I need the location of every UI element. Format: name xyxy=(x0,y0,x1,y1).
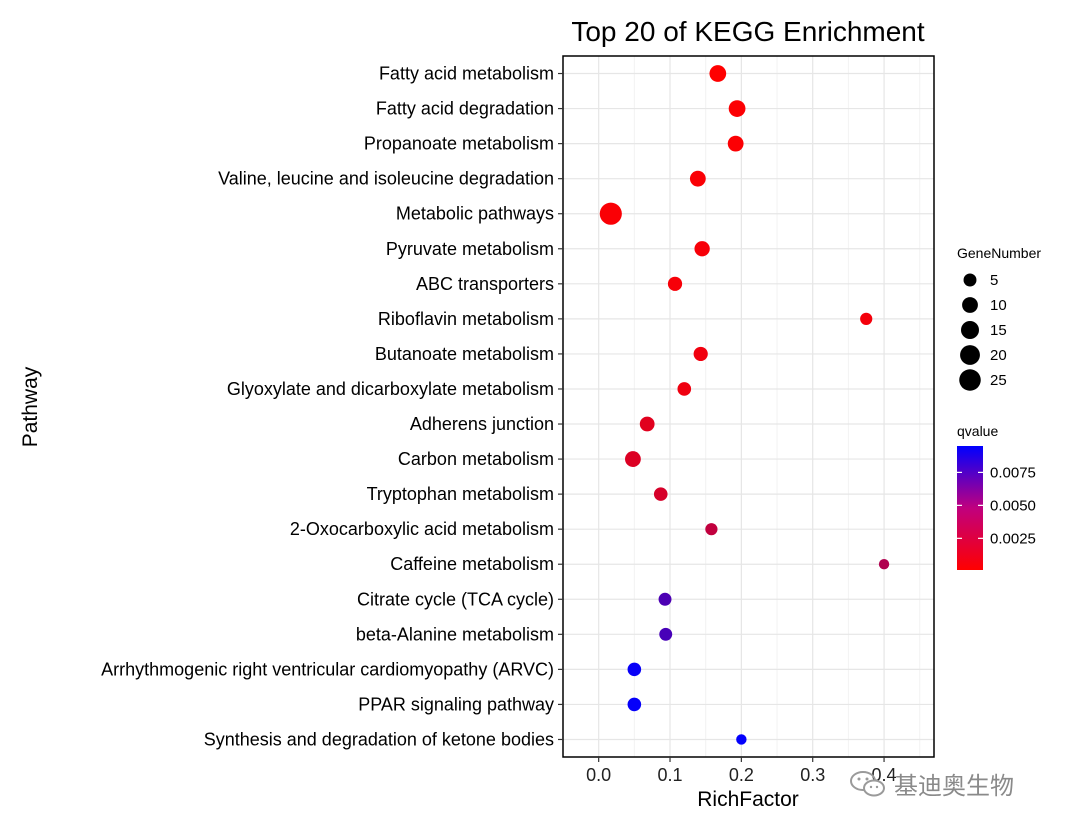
data-point xyxy=(878,559,890,570)
data-point xyxy=(693,346,708,362)
pathway-label: Carbon metabolism xyxy=(398,449,554,469)
pathway-label: Valine, leucine and isoleucine degradati… xyxy=(218,169,554,189)
size-legend-dot xyxy=(960,345,980,365)
size-legend-dot xyxy=(962,297,978,313)
data-point xyxy=(736,734,747,745)
gene-number-legend: GeneNumber 5 10 15 20 25 xyxy=(957,245,1041,391)
pathway-label: Arrhythmogenic right ventricular cardiom… xyxy=(101,659,554,679)
pathway-label: Fatty acid degradation xyxy=(376,99,554,119)
pathway-label: beta-Alanine metabolism xyxy=(356,624,554,644)
size-legend-label: 20 xyxy=(990,347,1007,364)
data-point xyxy=(639,416,655,432)
data-point xyxy=(705,523,718,536)
pathway-label: Pyruvate metabolism xyxy=(386,239,554,259)
gridlines xyxy=(563,56,934,757)
size-legend-dot xyxy=(963,273,977,287)
data-point xyxy=(689,170,706,187)
colorbar-tick-label: 0.0050 xyxy=(990,497,1036,514)
qvalue-colorbar xyxy=(957,446,983,570)
pathway-label: Glyoxylate and dicarboxylate metabolism xyxy=(227,379,554,399)
pathway-labels: Fatty acid metabolism Fatty acid degradat… xyxy=(101,64,563,749)
pathway-label: Adherens junction xyxy=(410,414,554,434)
pathway-label: Caffeine metabolism xyxy=(390,554,554,574)
pathway-label: Synthesis and degradation of ketone bodi… xyxy=(204,729,554,749)
size-legend-dot xyxy=(959,369,981,391)
data-point xyxy=(599,202,622,225)
data-point xyxy=(727,135,744,152)
x-axis-title: RichFactor xyxy=(697,788,799,811)
chart-title: Top 20 of KEGG Enrichment xyxy=(571,16,925,47)
data-point xyxy=(627,697,642,712)
size-legend-dot xyxy=(960,320,980,340)
pathway-label: Butanoate metabolism xyxy=(375,344,554,364)
data-points xyxy=(599,65,890,745)
data-point xyxy=(728,100,746,117)
gene-number-legend-title: GeneNumber xyxy=(957,245,1041,261)
size-legend-label: 15 xyxy=(990,322,1007,339)
data-point xyxy=(659,627,673,641)
data-point xyxy=(625,451,641,467)
data-point xyxy=(694,241,710,257)
colorbar-tick-label: 0.0025 xyxy=(990,530,1036,547)
pathway-label: Fatty acid metabolism xyxy=(379,64,554,84)
data-point xyxy=(627,662,642,677)
x-tick-label: 0.3 xyxy=(800,765,825,785)
data-point xyxy=(677,382,692,396)
data-point xyxy=(860,312,873,325)
x-axis-ticks: 0.0 0.1 0.2 0.3 0.4 xyxy=(586,757,897,785)
x-tick-label: 0.2 xyxy=(729,765,754,785)
qvalue-legend-title: qvalue xyxy=(957,423,998,439)
pathway-label: Propanoate metabolism xyxy=(364,134,554,154)
data-point xyxy=(667,276,683,291)
colorbar-tick-label: 0.0075 xyxy=(990,464,1036,481)
pathway-label: ABC transporters xyxy=(416,274,554,294)
pathway-label: Citrate cycle (TCA cycle) xyxy=(357,589,554,609)
y-axis-title: Pathway xyxy=(19,366,42,447)
size-legend-label: 5 xyxy=(990,272,998,289)
watermark: 基迪奥生物 xyxy=(848,766,1014,801)
x-tick-label: 0.0 xyxy=(586,765,611,785)
wechat-logo-icon xyxy=(850,770,885,796)
size-legend-label: 25 xyxy=(990,372,1007,389)
pathway-label: PPAR signaling pathway xyxy=(358,694,554,714)
qvalue-legend: qvalue 0.0025 0.0050 0.0075 xyxy=(957,423,1036,570)
plot-panel-border xyxy=(562,55,935,758)
pathway-label: Metabolic pathways xyxy=(396,204,554,224)
x-tick-label: 0.1 xyxy=(658,765,683,785)
pathway-label: Riboflavin metabolism xyxy=(378,309,554,329)
watermark-text: 基迪奥生物 xyxy=(894,773,1014,800)
pathway-label: 2-Oxocarboxylic acid metabolism xyxy=(290,519,554,539)
size-legend-label: 10 xyxy=(990,297,1007,314)
data-point xyxy=(653,487,668,501)
data-point xyxy=(658,592,672,606)
data-point xyxy=(709,65,727,82)
pathway-label: Tryptophan metabolism xyxy=(367,484,554,504)
